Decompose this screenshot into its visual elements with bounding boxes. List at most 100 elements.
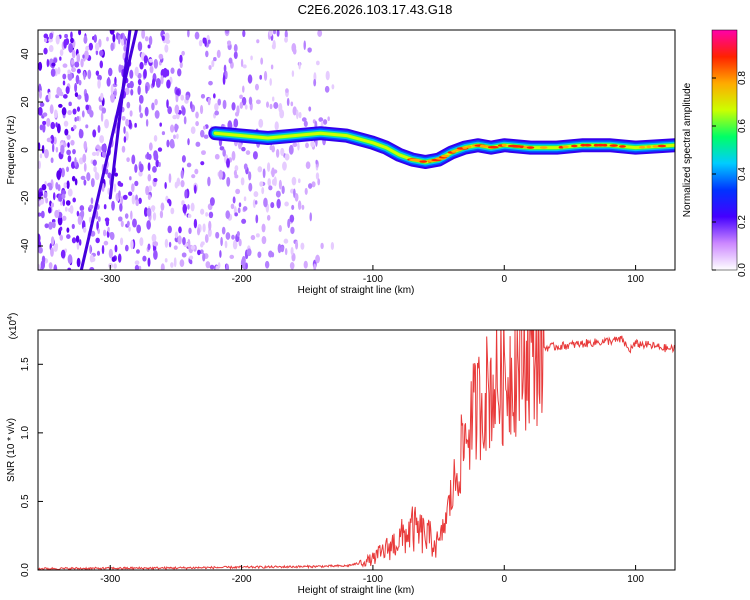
spectrogram-cell: [193, 184, 197, 194]
spectrogram-cell: [38, 233, 41, 243]
snr-y-label: SNR (10 * v/v): [6, 418, 17, 482]
spectrogram-cell: [48, 91, 51, 101]
spectrogram-cell: [195, 111, 199, 119]
spectrogram-cell: [141, 30, 146, 39]
spectrogram-cell: [129, 80, 134, 89]
spectrogram-hot-cell: [562, 145, 569, 149]
x-tick-label: -200: [232, 574, 252, 585]
spectrogram-cell: [318, 117, 324, 122]
spectrogram-cell: [137, 41, 143, 52]
spectrogram-cell: [134, 180, 139, 187]
snr-series-line: [38, 330, 675, 570]
spectrogram-cell: [50, 157, 54, 164]
spectrogram-cell: [121, 38, 124, 46]
spectrogram-cell: [76, 210, 80, 217]
spectrogram-cell: [76, 68, 81, 74]
spectrogram-cell: [225, 210, 231, 219]
spectrogram-cell: [71, 49, 76, 59]
spectrogram-cell: [117, 34, 121, 45]
spectrogram-cell: [187, 30, 190, 38]
spectrogram-cell: [151, 233, 157, 243]
spectrogram-cell: [131, 183, 135, 193]
spectrogram-cell: [46, 117, 51, 127]
spectrogram-cell: [217, 262, 221, 269]
spectrogram-cell: [46, 137, 52, 143]
spectrogram-x-ticks: -300 -200 -100 0 100: [100, 265, 644, 285]
spectrogram-cell: [48, 44, 54, 53]
spectrogram-cell: [55, 146, 59, 153]
spectrogram-y-ticks: -40 -20 0 20 40: [20, 48, 43, 253]
colorbar-tick-label: 0.2: [737, 215, 748, 229]
spectrogram-cell: [41, 184, 47, 191]
spectrogram-cell: [168, 199, 172, 207]
spectrogram-cell: [275, 148, 280, 158]
spectrogram-cell: [129, 176, 132, 181]
spectrogram-cell: [72, 197, 76, 203]
spectrogram-cell: [244, 104, 248, 110]
spectrogram-cell: [305, 142, 309, 149]
spectrogram-cell: [145, 85, 148, 94]
spectrogram-cell: [315, 60, 320, 66]
spectrogram-cell: [169, 124, 175, 133]
spectrogram-cell: [48, 262, 53, 270]
spectrogram-cell: [71, 67, 76, 73]
spectrogram-cell: [170, 207, 175, 215]
spectrogram-cell: [154, 98, 158, 106]
spectrogram-hot-cell: [609, 144, 618, 147]
spectrogram-cell: [134, 122, 137, 128]
spectrogram-cell: [59, 201, 63, 206]
spectrogram-cell: [120, 33, 123, 40]
spectrogram-cell: [39, 124, 43, 131]
spectrogram-cell: [172, 114, 178, 120]
spectrogram-cell: [64, 128, 69, 136]
spectrogram-cell: [241, 96, 247, 106]
spectrogram-cell: [39, 153, 43, 159]
spectrogram-cell: [151, 78, 156, 88]
spectrogram-cell: [114, 172, 118, 177]
spectrogram-cell: [291, 70, 295, 78]
spectrogram-cell: [58, 103, 63, 108]
colorbar-label: Normalized spectral amplitude: [682, 82, 693, 217]
spectrogram-cell: [226, 176, 231, 187]
spectrogram-cell: [233, 118, 239, 128]
spectrogram-cell: [295, 109, 299, 120]
spectrogram-cell: [89, 254, 94, 263]
spectrogram-cell: [50, 134, 55, 144]
spectrogram-cell: [87, 69, 92, 80]
spectrogram-cell: [135, 249, 140, 254]
spectrogram-cell: [78, 30, 82, 36]
spectrogram-cell: [255, 214, 259, 224]
spectrogram-cell: [208, 220, 212, 231]
spectrogram-cell: [62, 94, 68, 99]
spectrogram-cell: [269, 30, 273, 37]
y-tick-label: 40: [20, 48, 31, 60]
spectrogram-cell: [182, 236, 186, 246]
y-tick-label: 0.0: [20, 563, 31, 577]
spectrogram-cell: [40, 210, 45, 219]
spectrogram-x-label: Height of straight line (km): [298, 285, 415, 296]
spectrogram-cell: [59, 234, 64, 241]
spectrogram-cell: [76, 240, 80, 250]
spectrogram-cell: [288, 144, 294, 155]
spectrogram-cell: [53, 243, 58, 252]
spectrogram-cell: [225, 30, 230, 34]
spectrogram-cell: [89, 109, 94, 118]
spectrogram-cell: [88, 42, 94, 51]
spectrogram-cell: [277, 243, 282, 254]
spectrogram-cell: [71, 175, 76, 182]
spectrogram-cell: [118, 190, 121, 199]
spectrogram-cell: [303, 120, 308, 127]
spectrogram-cell: [124, 213, 129, 219]
spectrogram-cell: [255, 233, 260, 238]
spectrogram-cell: [226, 40, 232, 46]
spectrogram-cell: [238, 141, 242, 150]
spectrogram-cell: [148, 35, 153, 46]
spectrogram-cell: [198, 39, 203, 47]
spectrogram-cell: [145, 118, 149, 127]
spectrogram-cell: [320, 242, 324, 250]
spectrogram-cell: [279, 109, 285, 119]
spectrogram-cell: [269, 78, 272, 86]
y-tick-label: 1.0: [20, 425, 31, 439]
spectrogram-cell: [213, 56, 217, 62]
spectrogram-cell: [50, 236, 55, 246]
